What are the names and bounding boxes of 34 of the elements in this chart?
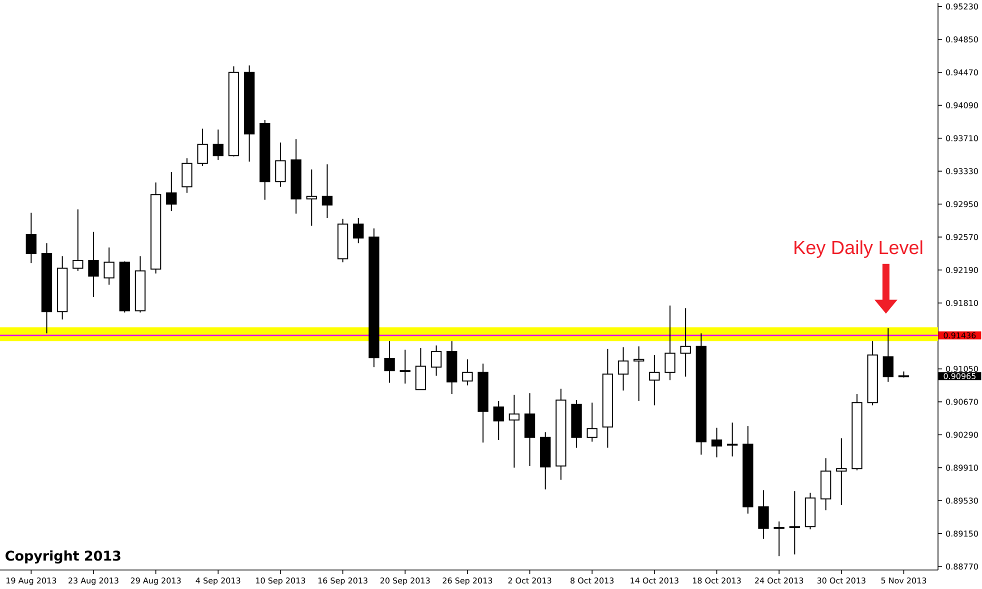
candlestick xyxy=(322,164,333,219)
candlestick xyxy=(882,328,894,382)
candlestick xyxy=(415,348,426,390)
candlestick xyxy=(72,208,84,272)
candlestick xyxy=(430,344,442,376)
candlestick xyxy=(774,520,784,557)
candlestick xyxy=(649,354,660,406)
candlestick xyxy=(758,490,769,540)
candlestick xyxy=(586,402,598,442)
candlestick xyxy=(212,129,224,160)
candlestick xyxy=(618,346,629,392)
candlestick xyxy=(524,392,536,466)
candlestick xyxy=(306,168,317,226)
candlestick xyxy=(166,172,177,212)
candlestick xyxy=(104,246,114,286)
candlestick xyxy=(462,358,473,386)
annotation: Key Daily Level xyxy=(794,240,922,258)
candlestick xyxy=(493,400,504,440)
candlestick xyxy=(680,308,691,378)
candlestick xyxy=(664,305,676,381)
annotation: Copyright 2013 xyxy=(6,550,120,564)
candlestick xyxy=(384,340,395,384)
candlestick xyxy=(182,158,192,194)
candlestick xyxy=(711,427,722,458)
candlestick xyxy=(400,349,410,384)
candlestick xyxy=(88,231,99,298)
candlestick xyxy=(275,142,286,188)
candlestick xyxy=(353,218,364,244)
candlestick xyxy=(789,490,800,555)
candlestick xyxy=(197,128,208,166)
candlestick xyxy=(836,438,847,506)
candlestick xyxy=(634,346,644,402)
candlestick xyxy=(508,394,520,468)
candlestick xyxy=(26,212,36,264)
